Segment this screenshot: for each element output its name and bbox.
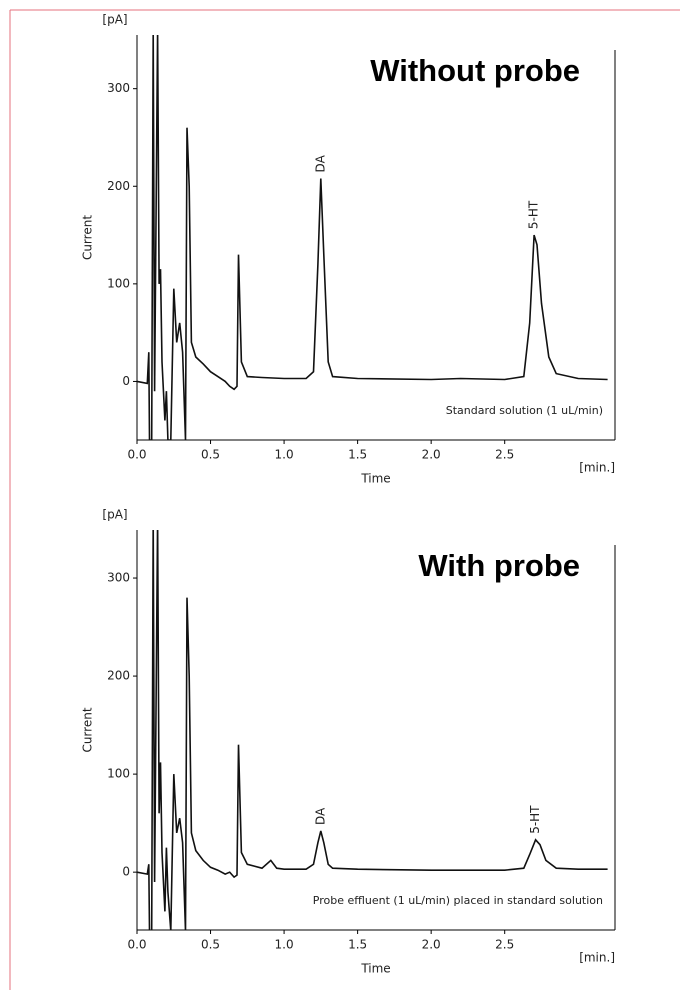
peak-label: 5-HT: [528, 805, 542, 834]
x-unit: [min.]: [579, 951, 615, 965]
y-tick-label: 0: [122, 374, 130, 388]
trace: [137, 35, 608, 440]
y-tick-label: 300: [107, 571, 130, 585]
x-tick-label: 2.5: [495, 448, 514, 462]
x-tick-label: 0.0: [127, 448, 146, 462]
x-tick-label: 2.5: [495, 938, 514, 952]
chart-title: With probe: [418, 548, 580, 583]
x-tick-label: 0.5: [201, 938, 220, 952]
annotation: Standard solution (1 uL/min): [446, 404, 603, 417]
x-unit: [min.]: [579, 461, 615, 475]
y-axis-label: Current: [81, 707, 95, 752]
y-tick-label: 100: [107, 276, 130, 290]
annotation: Probe effluent (1 uL/min) placed in stan…: [313, 894, 603, 907]
x-axis-label: Time: [360, 472, 390, 486]
y-tick-label: 200: [107, 669, 130, 683]
chart-title: Without probe: [370, 53, 580, 88]
y-unit: [pA]: [102, 13, 127, 27]
x-tick-label: 2.0: [422, 938, 441, 952]
x-tick-label: 0.5: [201, 448, 220, 462]
y-tick-label: 100: [107, 767, 130, 781]
x-tick-label: 0.0: [127, 938, 146, 952]
y-unit: [pA]: [102, 508, 127, 522]
chart: 0 100 200 300 0.0 0.5 1.0 1.5 2.0 2.5 [pA] Current T…: [81, 13, 616, 486]
x-tick-label: 1.0: [275, 448, 294, 462]
y-tick-label: 200: [107, 179, 130, 193]
y-axis-label: Current: [81, 215, 95, 260]
chart: 0 100 200 300 0.0 0.5 1.0 1.5 2.0 2.5 [pA] Current T…: [81, 508, 616, 976]
x-tick-label: 1.5: [348, 448, 367, 462]
peak-label: DA: [313, 807, 327, 825]
y-tick-label: 300: [107, 81, 130, 95]
trace: [137, 530, 608, 930]
y-tick-label: 0: [122, 865, 130, 879]
x-axis-label: Time: [360, 962, 390, 976]
x-tick-label: 1.0: [275, 938, 294, 952]
peak-label: 5-HT: [527, 200, 541, 229]
peak-label: DA: [313, 154, 327, 172]
x-tick-label: 1.5: [348, 938, 367, 952]
x-tick-label: 2.0: [422, 448, 441, 462]
